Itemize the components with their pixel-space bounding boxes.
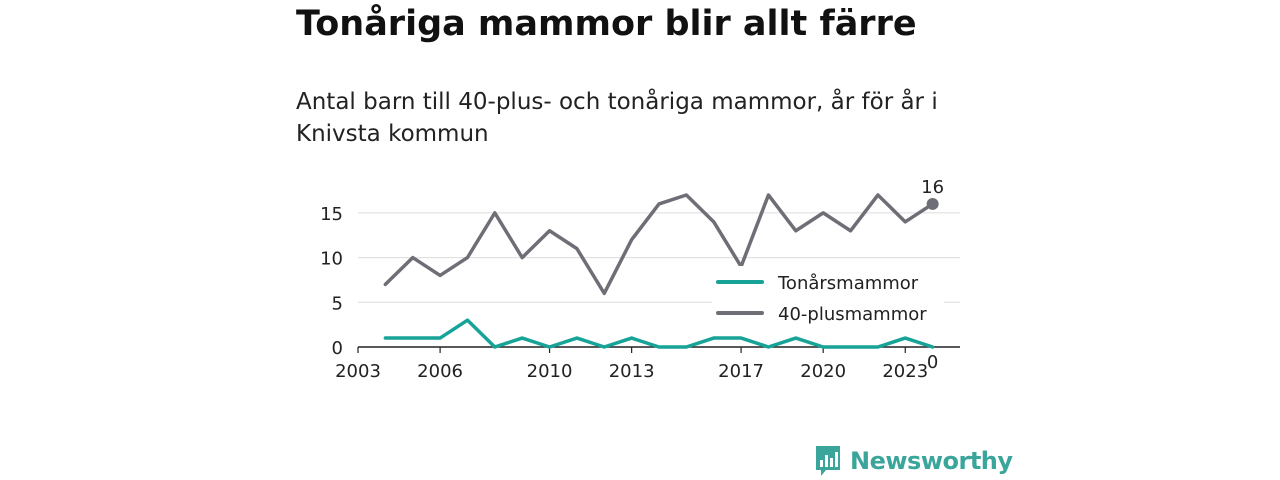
y-tick-label: 15 (320, 204, 343, 225)
legend-label: 40-plusmammor (778, 304, 927, 325)
end-label-40-plusmammor: 16 (921, 177, 944, 198)
x-axis: 2003 2006 2010 2013 2017 2020 2023 (335, 346, 960, 382)
y-tick-label: 10 (320, 249, 343, 270)
x-tick-label: 2013 (609, 361, 655, 382)
y-tick-label: 0 (332, 338, 343, 359)
end-label-tonarsmammor: 0 (927, 352, 938, 373)
end-point-marker (926, 197, 939, 210)
x-tick-label: 2017 (718, 361, 764, 382)
end-labels: 16 0 (921, 177, 944, 373)
x-tick-label: 2010 (527, 361, 573, 382)
y-axis: 0 5 10 15 (320, 204, 343, 359)
y-tick-label: 5 (332, 293, 343, 314)
x-tick-label: 2023 (882, 361, 928, 382)
bar-chart-bubble-icon (816, 446, 840, 476)
legend: Tonårsmammor 40-plusmammor (712, 266, 944, 330)
x-tick-label: 2020 (800, 361, 846, 382)
chart-subtitle: Antal barn till 40-plus- och tonåriga ma… (296, 89, 938, 147)
series-line-tonarsmammor (383, 318, 935, 349)
x-tick-label: 2006 (417, 361, 463, 382)
newsworthy-logo: Newsworthy (814, 444, 1013, 478)
legend-label: Tonårsmammor (777, 273, 919, 294)
series-lines (383, 193, 935, 349)
brand-name: Newsworthy (850, 447, 1013, 475)
chart-title: Tonåriga mammor blir allt färre (296, 4, 917, 44)
x-tick-label: 2003 (335, 361, 381, 382)
legend-background (712, 266, 944, 330)
series-line-40-plusmammor (383, 193, 935, 296)
